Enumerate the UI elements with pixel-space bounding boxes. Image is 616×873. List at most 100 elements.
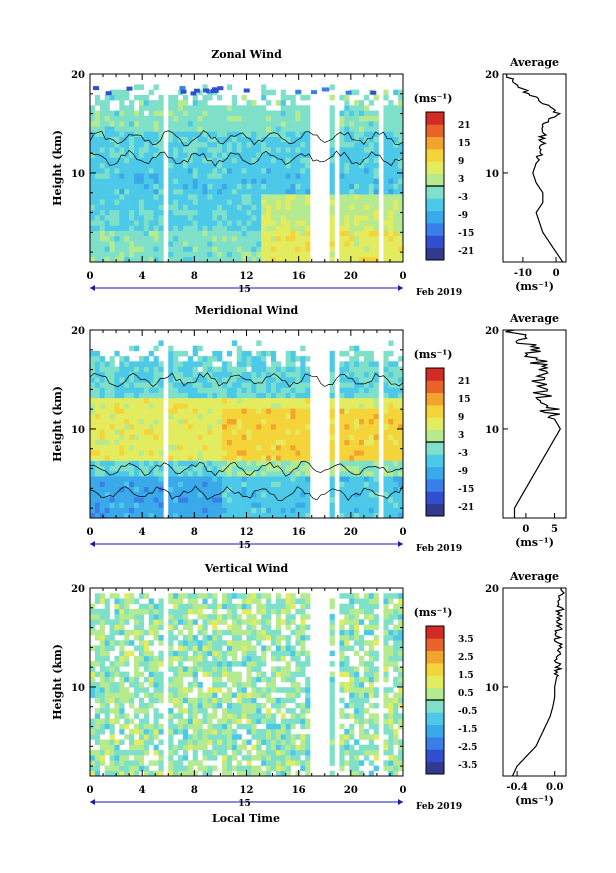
heatmap-cell	[261, 734, 267, 740]
heatmap-cell	[236, 230, 242, 237]
heatmap-cell	[99, 230, 105, 237]
heatmap-cell	[104, 471, 110, 477]
heatmap-cell	[290, 241, 296, 247]
heatmap-cell	[266, 491, 272, 498]
heatmap-cell	[241, 241, 247, 247]
heatmap-cell	[168, 429, 174, 435]
heatmap-cell	[241, 256, 247, 263]
heatmap-cell	[173, 256, 179, 263]
heatmap-cell	[231, 173, 238, 179]
heatmap-cell	[270, 147, 277, 153]
heatmap-cell	[295, 692, 301, 698]
heatmap-cell	[217, 94, 223, 101]
heatmap-cell	[231, 491, 238, 498]
heatmap-cell	[158, 655, 164, 662]
heatmap-cell	[182, 251, 189, 258]
heatmap-cell	[202, 126, 208, 132]
heatmap-cell	[192, 377, 198, 383]
heatmap-cell	[349, 512, 355, 519]
heatmap-cell	[129, 749, 135, 756]
x-tick-label: 0	[400, 271, 407, 282]
heatmap-cell	[226, 640, 233, 646]
heatmap-cell	[290, 593, 296, 599]
heatmap-cell	[173, 608, 179, 615]
heatmap-cell	[153, 476, 159, 482]
heatmap-cell	[119, 408, 125, 414]
heatmap-cell	[138, 593, 145, 599]
heatmap-cell	[398, 507, 404, 514]
heatmap-cell	[138, 486, 145, 493]
heatmap-cell	[222, 230, 228, 237]
heatmap-cell	[363, 136, 370, 143]
heatmap-cell	[143, 676, 149, 683]
heatmap-cell	[251, 413, 257, 420]
heatmap-cell	[182, 152, 189, 158]
heatmap-cell	[182, 157, 189, 164]
heatmap-cell	[153, 734, 159, 740]
heatmap-cell	[251, 708, 257, 714]
heatmap-cell	[134, 512, 140, 519]
heatmap-cell	[280, 429, 286, 435]
heatmap-cell	[217, 204, 223, 211]
heatmap-cell	[192, 635, 198, 641]
heatmap-cell	[344, 204, 350, 211]
heatmap-cell	[119, 121, 125, 127]
heatmap-cell	[90, 361, 96, 367]
heatmap-cell	[207, 131, 213, 137]
heatmap-cell	[290, 204, 296, 211]
heatmap-cell	[358, 476, 365, 482]
heatmap-cell	[349, 225, 355, 231]
heatmap-cell	[124, 770, 130, 777]
heatmap-cell	[222, 444, 228, 451]
heatmap-cell	[398, 471, 404, 477]
heatmap-cell	[104, 194, 110, 200]
heatmap-cell	[275, 241, 282, 247]
heatmap-cell	[256, 350, 262, 357]
heatmap-cell	[354, 105, 360, 111]
heatmap-cell	[329, 465, 335, 472]
heatmap-cell	[275, 476, 282, 482]
heatmap-cell	[300, 199, 306, 205]
heatmap-cell	[119, 220, 125, 226]
heatmap-cell	[285, 465, 291, 472]
heatmap-cell	[393, 246, 399, 252]
heatmap-cell	[94, 126, 101, 132]
heatmap-cell	[99, 655, 105, 662]
heatmap-cell	[226, 126, 233, 132]
heatmap-cell	[158, 246, 164, 252]
heatmap-cell	[212, 650, 218, 657]
heatmap-cell	[280, 465, 286, 472]
heatmap-cell	[138, 246, 145, 252]
heatmap-cell	[305, 465, 311, 472]
heatmap-cell	[261, 84, 267, 90]
heatmap-cell	[398, 491, 404, 498]
heatmap-cell	[231, 194, 238, 200]
heatmap-cell	[178, 215, 184, 221]
heatmap-cell	[153, 397, 159, 404]
heatmap-cell	[231, 371, 238, 378]
heatmap-cell	[217, 502, 223, 508]
heatmap-cell	[349, 188, 355, 195]
heatmap-cell	[217, 157, 223, 164]
heatmap-cell	[373, 178, 379, 184]
heatmap-cell	[226, 147, 233, 153]
heatmap-cell	[109, 188, 115, 195]
heatmap-cell	[119, 687, 125, 693]
heatmap-cell	[99, 199, 105, 205]
heatmap-cell	[241, 713, 247, 719]
heatmap-cell	[251, 110, 257, 117]
heatmap-cell	[90, 692, 96, 698]
heatmap-cell	[105, 91, 112, 96]
heatmap-cell	[158, 481, 164, 487]
heatmap-cell	[285, 635, 291, 641]
heatmap-cell	[158, 392, 164, 399]
heatmap-cell	[241, 486, 247, 493]
heatmap-cell	[290, 734, 296, 740]
heatmap-cell	[226, 491, 233, 498]
heatmap-cell	[168, 444, 174, 451]
heatmap-cell	[124, 676, 130, 683]
heatmap-cell	[236, 413, 242, 420]
heatmap-cell	[368, 225, 374, 231]
heatmap-cell	[104, 387, 110, 393]
heatmap-cell	[246, 619, 252, 625]
